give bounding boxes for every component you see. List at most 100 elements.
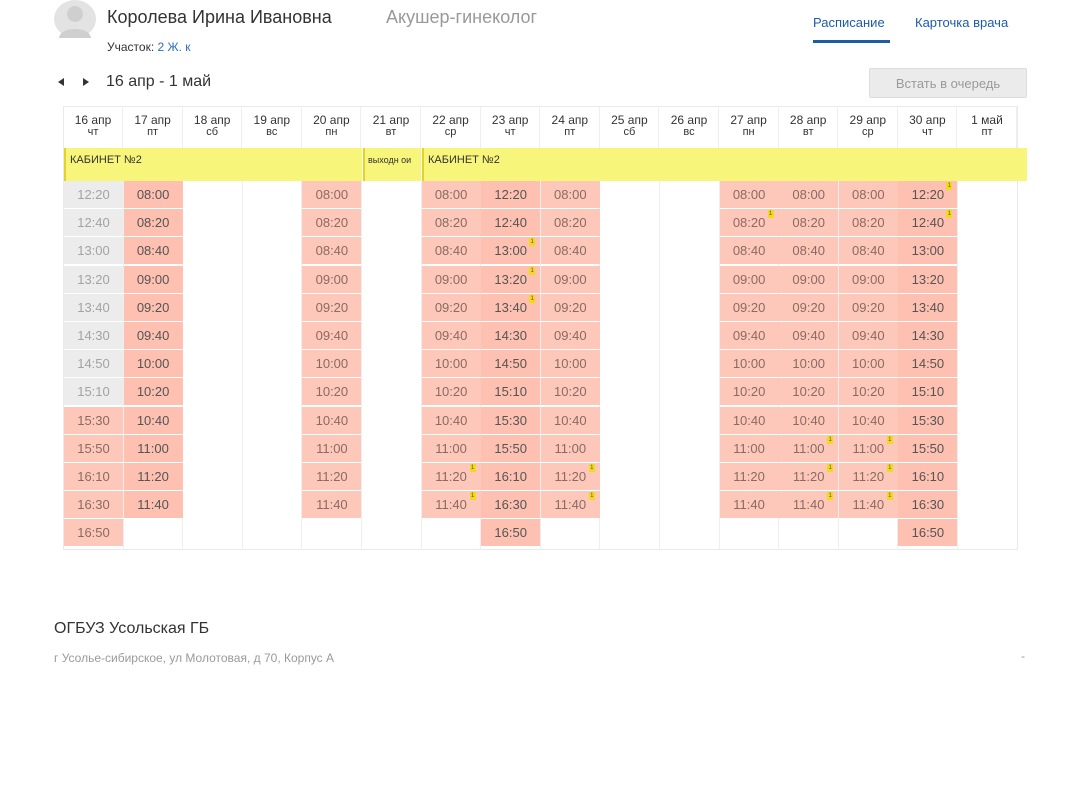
- arrow-left-icon[interactable]: [55, 76, 67, 88]
- time-slot[interactable]: 09:20: [421, 293, 481, 321]
- time-slot[interactable]: 08:00: [779, 181, 839, 208]
- time-slot[interactable]: 08:20 1: [719, 209, 779, 237]
- time-slot[interactable]: 11:40 1: [421, 491, 481, 519]
- tab-doctor-card[interactable]: Карточка врача: [915, 15, 1009, 30]
- tab-schedule[interactable]: Расписание: [813, 15, 885, 30]
- time-slot[interactable]: 11:00 1: [779, 434, 839, 462]
- time-slot[interactable]: 08:20: [838, 209, 898, 237]
- time-slot[interactable]: 09:00: [123, 265, 183, 293]
- time-slot[interactable]: 13:00: [898, 237, 958, 265]
- time-slot[interactable]: 15:10: [898, 378, 958, 406]
- time-slot[interactable]: 08:00: [421, 181, 481, 208]
- time-slot[interactable]: 08:20: [123, 209, 183, 237]
- time-slot[interactable]: 14:30: [898, 322, 958, 349]
- time-slot[interactable]: 08:40: [779, 237, 839, 265]
- time-slot[interactable]: 11:20: [719, 463, 779, 490]
- time-slot[interactable]: 16:50: [64, 519, 123, 547]
- time-slot[interactable]: 10:40: [540, 406, 600, 434]
- time-slot[interactable]: 12:20: [481, 181, 541, 208]
- time-slot[interactable]: 09:00: [838, 265, 898, 293]
- time-slot[interactable]: 15:30: [481, 406, 541, 434]
- time-slot[interactable]: 09:20: [302, 293, 362, 321]
- time-slot[interactable]: 08:20: [302, 209, 362, 237]
- time-slot[interactable]: 10:00: [421, 350, 481, 378]
- time-slot[interactable]: 11:20 1: [779, 463, 839, 490]
- time-slot[interactable]: 11:20: [123, 463, 183, 490]
- time-slot[interactable]: 10:20: [123, 378, 183, 406]
- time-slot[interactable]: 12:40: [481, 209, 541, 237]
- time-slot[interactable]: 08:20: [779, 209, 839, 237]
- time-slot[interactable]: 15:30: [898, 406, 958, 434]
- time-slot[interactable]: 09:40: [779, 322, 839, 349]
- time-slot[interactable]: 10:40: [302, 406, 362, 434]
- time-slot[interactable]: 09:00: [779, 265, 839, 293]
- time-slot[interactable]: 09:00: [302, 265, 362, 293]
- time-slot[interactable]: 10:20: [421, 378, 481, 406]
- time-slot[interactable]: 10:00: [540, 350, 600, 378]
- time-slot[interactable]: 10:20: [719, 378, 779, 406]
- time-slot[interactable]: 08:40: [838, 237, 898, 265]
- time-slot[interactable]: 10:40: [838, 406, 898, 434]
- time-slot[interactable]: 11:00: [540, 434, 600, 462]
- time-slot[interactable]: 09:40: [123, 322, 183, 349]
- time-slot[interactable]: 14:50: [898, 350, 958, 378]
- time-slot[interactable]: 13:40 1: [481, 293, 541, 321]
- time-slot[interactable]: 08:20: [540, 209, 600, 237]
- time-slot[interactable]: 08:40: [123, 237, 183, 265]
- time-slot[interactable]: 11:20 1: [540, 463, 600, 490]
- time-slot[interactable]: 11:20 1: [838, 463, 898, 490]
- time-slot[interactable]: 08:00: [123, 181, 183, 208]
- time-slot[interactable]: 09:40: [421, 322, 481, 349]
- time-slot[interactable]: 08:00: [838, 181, 898, 208]
- time-slot[interactable]: 11:00: [719, 434, 779, 462]
- time-slot[interactable]: 08:40: [421, 237, 481, 265]
- time-slot[interactable]: 10:20: [779, 378, 839, 406]
- time-slot[interactable]: 11:00: [302, 434, 362, 462]
- time-slot[interactable]: 11:20 1: [421, 463, 481, 490]
- time-slot[interactable]: 13:00 1: [481, 237, 541, 265]
- time-slot[interactable]: 11:00 1: [838, 434, 898, 462]
- time-slot[interactable]: 10:00: [123, 350, 183, 378]
- time-slot[interactable]: 08:40: [302, 237, 362, 265]
- time-slot[interactable]: 10:40: [123, 406, 183, 434]
- time-slot[interactable]: 15:30: [64, 406, 123, 434]
- time-slot[interactable]: 11:40 1: [838, 491, 898, 519]
- time-slot[interactable]: 09:40: [540, 322, 600, 349]
- time-slot[interactable]: 10:20: [838, 378, 898, 406]
- time-slot[interactable]: 15:50: [481, 434, 541, 462]
- time-slot[interactable]: 10:20: [302, 378, 362, 406]
- time-slot[interactable]: 08:00: [302, 181, 362, 208]
- time-slot[interactable]: 15:50: [64, 434, 123, 462]
- time-slot[interactable]: 15:10: [481, 378, 541, 406]
- time-slot[interactable]: 09:00: [421, 265, 481, 293]
- time-slot[interactable]: 10:40: [719, 406, 779, 434]
- time-slot[interactable]: 11:40 1: [779, 491, 839, 519]
- time-slot[interactable]: 14:50: [481, 350, 541, 378]
- time-slot[interactable]: 10:20: [540, 378, 600, 406]
- time-slot[interactable]: 13:40: [898, 293, 958, 321]
- time-slot[interactable]: 10:00: [838, 350, 898, 378]
- time-slot[interactable]: 11:40 1: [540, 491, 600, 519]
- time-slot[interactable]: 10:00: [779, 350, 839, 378]
- time-slot[interactable]: 14:30: [481, 322, 541, 349]
- time-slot[interactable]: 11:40: [719, 491, 779, 519]
- time-slot[interactable]: 16:50: [481, 519, 541, 547]
- time-slot[interactable]: 16:10: [64, 463, 123, 490]
- time-slot[interactable]: 09:20: [123, 293, 183, 321]
- time-slot[interactable]: 10:00: [719, 350, 779, 378]
- time-slot[interactable]: 11:40: [123, 491, 183, 519]
- time-slot[interactable]: 09:00: [719, 265, 779, 293]
- time-slot[interactable]: 09:20: [540, 293, 600, 321]
- time-slot[interactable]: 09:40: [302, 322, 362, 349]
- time-slot[interactable]: 09:40: [838, 322, 898, 349]
- time-slot[interactable]: 16:30: [64, 491, 123, 519]
- time-slot[interactable]: 15:50: [898, 434, 958, 462]
- time-slot[interactable]: 08:00: [540, 181, 600, 208]
- time-slot[interactable]: 16:10: [898, 463, 958, 490]
- time-slot[interactable]: 16:50: [898, 519, 958, 547]
- time-slot[interactable]: 11:20: [302, 463, 362, 490]
- district-link[interactable]: 2 Ж. к: [157, 40, 191, 54]
- time-slot[interactable]: 10:40: [421, 406, 481, 434]
- time-slot[interactable]: 08:20: [421, 209, 481, 237]
- time-slot[interactable]: 09:20: [779, 293, 839, 321]
